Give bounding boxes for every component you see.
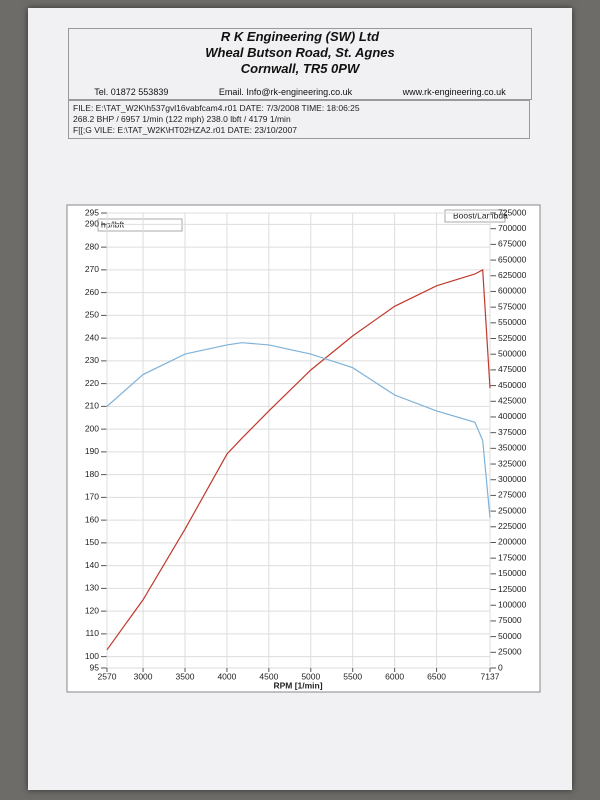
y2-tick-label: 325000 — [498, 458, 527, 468]
y2-tick-label: 225000 — [498, 521, 527, 531]
y2-tick-label: 375000 — [498, 427, 527, 437]
y2-tick-label: 700000 — [498, 223, 527, 233]
y2-tick-label: 425000 — [498, 396, 527, 406]
contact: Tel. 01872 553839 Email. Info@rk-enginee… — [69, 87, 531, 97]
y2-tick-label: 0 — [498, 662, 503, 672]
x-tick-label: 3000 — [134, 671, 153, 681]
y2-axis-label: Boost/Lambda — [453, 210, 508, 220]
y-tick-label: 295 — [85, 207, 99, 217]
x-tick-label: 4000 — [217, 671, 236, 681]
y-tick-label: 140 — [85, 560, 99, 570]
y2-tick-label: 50000 — [498, 631, 522, 641]
y2-tick-label: 725000 — [498, 207, 527, 217]
y2-tick-label: 400000 — [498, 411, 527, 421]
file-info: FILE: E:\TAT_W2K\h537gvl16vabfcam4.r01 D… — [68, 100, 530, 139]
y-tick-label: 280 — [85, 241, 99, 251]
y2-tick-label: 350000 — [498, 443, 527, 453]
y-label-box — [97, 218, 183, 232]
y-tick-label: 250 — [85, 310, 99, 320]
y-tick-label: 260 — [85, 287, 99, 297]
y-tick-label: 230 — [85, 355, 99, 365]
y2-tick-label: 500000 — [498, 348, 527, 358]
y2-tick-label: 75000 — [498, 615, 522, 625]
y-tick-label: 180 — [85, 469, 99, 479]
chart-frame — [66, 204, 541, 693]
compare-line: F[[;G VILE: E:\TAT_W2K\HT02HZA2.r01 DATE… — [73, 125, 297, 135]
y-tick-label: 100 — [85, 651, 99, 661]
email: Email. Info@rk-engineering.co.uk — [218, 87, 353, 97]
y2-tick-label: 550000 — [498, 317, 527, 327]
y-tick-label: 160 — [85, 514, 99, 524]
y-tick-label: 220 — [85, 378, 99, 388]
y-tick-label: 150 — [85, 537, 99, 547]
y-tick-label: 210 — [85, 401, 99, 411]
y2-tick-label: 25000 — [498, 647, 522, 657]
x-axis-label: RPM [1/min] — [273, 680, 322, 690]
y-tick-label: 190 — [85, 446, 99, 456]
y2-tick-label: 100000 — [498, 599, 527, 609]
y2-tick-label: 175000 — [498, 552, 527, 562]
y-tick-label: 200 — [85, 423, 99, 433]
y2-tick-label: 525000 — [498, 333, 527, 343]
x-tick-label: 7137 — [481, 671, 500, 681]
x-tick-label: 6500 — [427, 671, 446, 681]
file-line: FILE: E:\TAT_W2K\h537gvl16vabfcam4.r01 D… — [73, 103, 360, 113]
tel: Tel. 01872 553839 — [94, 87, 169, 97]
line-series — [106, 342, 491, 518]
y2-tick-label: 250000 — [498, 505, 527, 515]
web: www.rk-engineering.co.uk — [402, 87, 506, 97]
y2-tick-label: 200000 — [498, 537, 527, 547]
y2-tick-label: 600000 — [498, 286, 527, 296]
y2-tick-label: 275000 — [498, 490, 527, 500]
y2-tick-label: 125000 — [498, 584, 527, 594]
address: Wheal Butson Road, St. Agnes — [205, 45, 395, 60]
letterhead: R K Engineering (SW) Ltd Wheal Butson Ro… — [68, 28, 532, 100]
y-tick-label: 240 — [85, 332, 99, 342]
y2-tick-label: 150000 — [498, 568, 527, 578]
y2-tick-label: 475000 — [498, 364, 527, 374]
company: R K Engineering (SW) Ltd — [220, 29, 380, 44]
y2-tick-label: 575000 — [498, 301, 527, 311]
x-tick-label: 6000 — [385, 671, 404, 681]
y-tick-label: 95 — [90, 662, 100, 672]
x-tick-label: 2570 — [98, 671, 117, 681]
y2-tick-label: 625000 — [498, 270, 527, 280]
line-series — [106, 268, 491, 651]
x-tick-label: 4500 — [259, 671, 278, 681]
x-tick-label: 5000 — [301, 671, 320, 681]
x-tick-label: 3500 — [176, 671, 195, 681]
y2-tick-label: 300000 — [498, 474, 527, 484]
y-tick-label: 270 — [85, 264, 99, 274]
y-tick-label: 290 — [85, 219, 99, 229]
y2-tick-label: 450000 — [498, 380, 527, 390]
y-tick-label: 170 — [85, 492, 99, 502]
y2-tick-label: 650000 — [498, 254, 527, 264]
result-line: 268.2 BHP / 6957 1/min (122 mph) 238.0 l… — [73, 114, 291, 124]
y2-tick-label: 675000 — [498, 239, 527, 249]
x-tick-label: 5500 — [343, 671, 362, 681]
y-tick-label: 110 — [85, 628, 99, 638]
y-tick-label: 130 — [85, 583, 99, 593]
address: Cornwall, TR5 0PW — [240, 61, 360, 76]
y-tick-label: 120 — [85, 605, 99, 615]
